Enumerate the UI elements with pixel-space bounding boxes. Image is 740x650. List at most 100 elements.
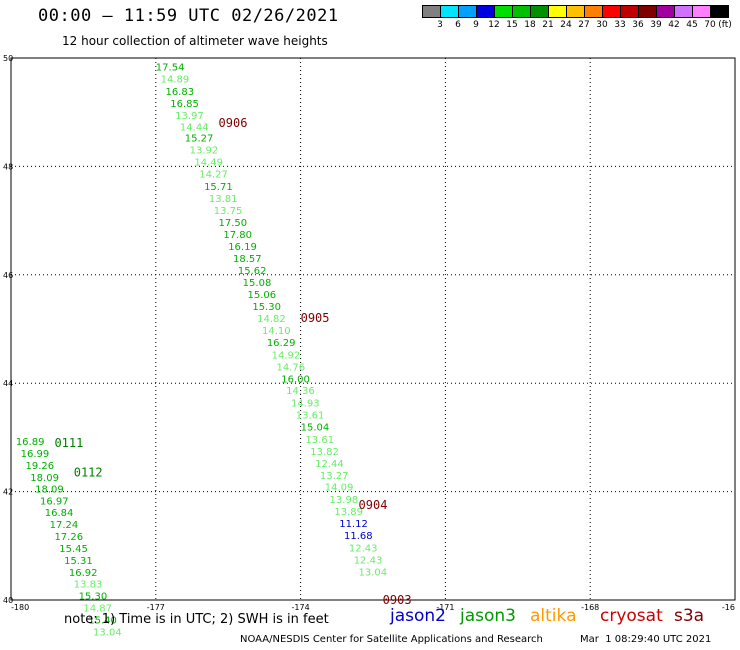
legend-swatches [422, 5, 729, 18]
lat-tick-label: 50 [3, 54, 13, 63]
legend-label: 24 [560, 20, 572, 30]
wave-height-value: 14.87 [83, 604, 112, 615]
lat-tick-label: 46 [3, 271, 13, 280]
wave-height-value: 13.27 [320, 471, 349, 482]
wave-height-value: 14.82 [257, 314, 286, 325]
wave-height-value: 13.98 [330, 495, 359, 506]
lon-tick-label: -177 [147, 603, 165, 612]
wave-height-value: 16.89 [16, 437, 45, 448]
pass-time-label: 0905 [301, 311, 330, 325]
legend-label: 12 [488, 20, 500, 30]
wave-height-value: 14.92 [272, 350, 301, 361]
wave-height-value: 15.30 [252, 302, 281, 313]
legend-label: 42 [668, 20, 680, 30]
wave-height-value: 15.45 [59, 544, 88, 555]
wave-height-value: 16.99 [21, 449, 50, 460]
wave-height-value: 13.61 [305, 435, 334, 446]
wave-height-value: 15.62 [238, 266, 267, 277]
legend-label: 9 [473, 20, 479, 30]
lat-tick-label: 44 [3, 379, 13, 388]
wave-height-value: 18.09 [35, 484, 64, 495]
wave-height-value: 13.04 [93, 627, 122, 638]
lon-tick-label: -171 [436, 603, 454, 612]
wave-height-value: 14.36 [286, 386, 315, 397]
wave-height-value: 16.19 [228, 242, 257, 253]
color-legend: 3 6 9 12 15 18 21 24 27 30 33 36 39 42 45 70 (ft) [422, 5, 732, 32]
wave-height-value: 17.26 [54, 532, 83, 543]
wave-height-value: 13.97 [175, 111, 204, 122]
wave-height-value: 14.10 [262, 326, 291, 337]
wave-height-value: 14.49 [194, 158, 223, 169]
legend-label: 33 [614, 20, 626, 30]
generation-timestamp: Mar 1 08:29:40 UTC 2021 [580, 634, 712, 645]
legend-swatch [710, 5, 729, 18]
lon-tick-label: -16 [722, 603, 735, 612]
footer-note: note: 1) Time is in UTC; 2) SWH is in fe… [64, 612, 329, 627]
wave-height-value: 16.29 [267, 338, 296, 349]
wave-height-value: 15.04 [301, 423, 330, 434]
lon-tick-label: -174 [292, 603, 310, 612]
wave-height-value: 14.09 [325, 483, 354, 494]
lat-tick-label: 42 [3, 488, 13, 497]
credit-line: NOAA/NESDIS Center for Satellite Applica… [240, 634, 543, 645]
wave-height-value: 17.80 [223, 230, 252, 241]
lat-tick-label: 40 [3, 596, 13, 605]
satellite-altika: altika [530, 606, 577, 626]
pass-time-label: 0903 [383, 593, 412, 607]
wave-height-value: 13.61 [296, 411, 325, 422]
wave-height-value: 14.76 [276, 362, 305, 373]
wave-height-value: 17.24 [50, 520, 79, 531]
satellite-jason2: jason2 [390, 606, 446, 626]
wave-height-value: 16.00 [281, 374, 310, 385]
map-frame [10, 57, 736, 601]
wave-height-value: 15.27 [185, 134, 214, 145]
wave-height-value: 14.93 [291, 399, 320, 410]
wave-height-value: 14.44 [180, 122, 209, 133]
wave-height-value: 15.06 [248, 290, 277, 301]
wave-height-value: 13.82 [310, 447, 339, 458]
legend-label: 21 [542, 20, 554, 30]
page-subtitle: 12 hour collection of altimeter wave hei… [62, 34, 328, 48]
wave-height-value: 17.54 [156, 63, 185, 74]
legend-label: 27 [578, 20, 590, 30]
wave-height-value: 13.89 [334, 507, 363, 518]
legend-label: 15 [506, 20, 518, 30]
wave-height-value: 15.71 [204, 182, 233, 193]
wave-height-value: 13.81 [209, 194, 238, 205]
wave-height-value: 14.27 [199, 169, 228, 180]
legend-label: 36 [632, 20, 644, 30]
lat-tick-label: 48 [3, 162, 13, 171]
wave-height-value: 15.40 [88, 616, 117, 627]
wave-height-value: 16.92 [69, 568, 98, 579]
page-title: 00:00 — 11:59 UTC 02/26/2021 [38, 6, 339, 26]
legend-label: 18 [524, 20, 536, 30]
legend-label: 3 [437, 20, 443, 30]
wave-height-value: 12.44 [315, 459, 344, 470]
wave-height-value: 15.08 [243, 278, 272, 289]
wave-height-value: 16.85 [170, 99, 199, 110]
satellite-s3a: s3a [674, 606, 705, 626]
wave-height-value: 14.89 [161, 75, 190, 86]
pass-time-label: 0111 [54, 436, 83, 450]
lon-tick-label: -168 [581, 603, 599, 612]
legend-label: 70 [704, 20, 716, 30]
wave-height-value: 16.84 [45, 508, 74, 519]
satellite-jason3: jason3 [460, 606, 516, 626]
lon-tick-label: -180 [11, 603, 29, 612]
wave-height-value: 11.68 [344, 531, 373, 542]
legend-label: 45 [686, 20, 698, 30]
wave-height-value: 13.04 [359, 567, 388, 578]
legend-labels: 3 6 9 12 15 18 21 24 27 30 33 36 39 42 45 70 (ft) [422, 18, 732, 32]
wave-height-value: 13.75 [214, 206, 243, 217]
wave-height-value: 12.43 [354, 555, 383, 566]
legend-label: 30 [596, 20, 608, 30]
wave-height-value: 11.12 [339, 519, 368, 530]
legend-label: 39 [650, 20, 662, 30]
pass-time-label: 0906 [219, 116, 248, 130]
pass-time-label: 0904 [359, 498, 388, 512]
wave-height-value: 18.09 [30, 473, 59, 484]
wave-height-value: 19.26 [25, 461, 54, 472]
satellite-cryosat: cryosat [600, 606, 663, 626]
wave-height-value: 13.83 [74, 580, 103, 591]
